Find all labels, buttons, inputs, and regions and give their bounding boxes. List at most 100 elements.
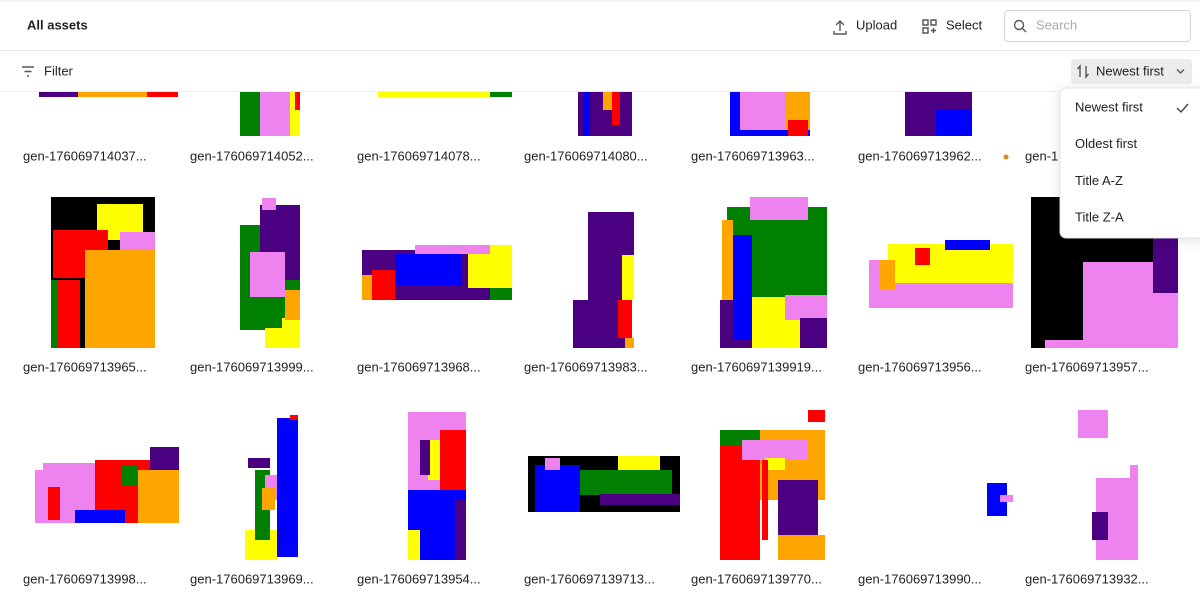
thumbnail-shape	[240, 92, 260, 136]
upload-button[interactable]: Upload	[833, 17, 897, 35]
asset-tile[interactable]	[378, 92, 512, 97]
asset-name: gen-176069714080...	[524, 148, 648, 163]
asset-tile[interactable]	[1078, 410, 1138, 560]
asset-tile[interactable]	[362, 245, 512, 300]
asset-tile[interactable]	[35, 447, 179, 523]
thumbnail-shape	[545, 458, 560, 470]
thumbnail-shape	[372, 270, 395, 300]
select-icon	[922, 19, 937, 34]
thumbnail-shape	[600, 494, 680, 505]
thumbnail-shape	[48, 487, 60, 520]
asset-tile[interactable]	[408, 412, 466, 560]
thumbnail-shape	[362, 275, 372, 300]
sort-option[interactable]: Title A-Z	[1075, 173, 1123, 188]
thumbnail-shape	[535, 465, 580, 512]
asset-tile[interactable]	[245, 415, 298, 560]
thumbnail-shape	[618, 300, 632, 338]
thumbnail-shape	[415, 245, 490, 254]
thumbnail-shape	[612, 92, 620, 125]
thumbnail-shape	[1092, 512, 1108, 540]
thumbnail-shape	[808, 410, 825, 422]
thumbnail-shape	[987, 483, 1007, 516]
thumbnail-shape	[290, 415, 298, 420]
thumbnail-shape	[880, 260, 895, 290]
asset-tile[interactable]	[51, 197, 155, 348]
thumbnail-shape	[262, 198, 276, 210]
asset-tile[interactable]	[240, 92, 300, 136]
filter-icon	[22, 66, 34, 77]
thumbnail-shape	[490, 92, 512, 97]
sort-option[interactable]: Oldest first	[1075, 136, 1138, 151]
sort-button[interactable]: Newest first	[1071, 59, 1192, 84]
sort-option[interactable]: Title Z-A	[1075, 210, 1124, 225]
thumbnail-shape	[490, 288, 512, 300]
sort-option[interactable]: Newest first	[1075, 99, 1143, 114]
thumbnail-shape	[580, 470, 672, 495]
thumbnail-shape	[378, 92, 490, 97]
sort-chevron	[1176, 69, 1185, 74]
asset-tile[interactable]	[240, 198, 300, 348]
sort-button-bg	[1071, 59, 1192, 84]
thumbnail-shape	[78, 92, 147, 97]
asset-name: gen-176069714037...	[23, 148, 147, 163]
asset-tile[interactable]	[987, 483, 1013, 516]
asset-tile[interactable]	[720, 410, 825, 560]
thumbnail-shape	[583, 92, 590, 136]
asset-tile[interactable]	[905, 92, 972, 136]
thumbnail-shape	[1078, 410, 1108, 438]
select-label: Select	[946, 17, 983, 32]
asset-name: gen-1760697139919...	[691, 359, 822, 374]
thumbnail-shape	[778, 535, 825, 560]
thumbnail-shape	[250, 252, 285, 297]
thumbnail-shape	[290, 92, 300, 136]
select-button[interactable]: Select	[922, 17, 983, 34]
thumbnail-shape	[420, 440, 430, 475]
thumbnail-shape	[440, 430, 466, 490]
upload-label: Upload	[856, 17, 897, 32]
thumbnail-shape	[720, 445, 760, 560]
search-placeholder: Search	[1036, 17, 1077, 32]
asset-name: gen-176069713962...	[858, 148, 982, 163]
asset-tile[interactable]	[869, 240, 1013, 308]
thumbnail-shape	[763, 232, 827, 282]
thumbnail-shape	[740, 92, 785, 130]
filter-label: Filter	[44, 63, 74, 78]
search-icon	[1013, 19, 1025, 31]
thumbnail-shape	[915, 248, 930, 265]
thumbnail-shape	[58, 280, 80, 348]
search-field	[1004, 10, 1191, 42]
asset-tile[interactable]	[528, 456, 680, 512]
asset-tile[interactable]	[573, 212, 634, 348]
sort-label: Newest first	[1096, 63, 1164, 78]
asset-name: gen-176069713969...	[190, 571, 314, 586]
asset-tile[interactable]	[720, 197, 827, 348]
asset-name: gen-1	[1025, 148, 1058, 163]
thumbnail-shape	[785, 295, 827, 320]
thumbnail-shape	[295, 92, 300, 110]
thumbnail-shape	[888, 244, 1013, 283]
filter-button[interactable]: Filter	[22, 63, 74, 78]
search-box[interactable]: Search	[1004, 10, 1191, 42]
asset-tile[interactable]	[578, 92, 632, 136]
thumbnail-shape	[936, 110, 972, 136]
thumbnail-shape	[945, 240, 990, 250]
thumbnail-shape	[262, 488, 275, 510]
upload-icon	[833, 20, 847, 35]
asset-name: gen-176069714078...	[357, 148, 481, 163]
thumbnail-shape	[573, 300, 625, 348]
thumbnail-shape	[750, 197, 808, 220]
thumbnail-shape	[742, 440, 808, 460]
thumbnail-shape	[800, 318, 827, 348]
asset-name: gen-176069713965...	[23, 359, 147, 374]
asset-tile[interactable]	[39, 92, 178, 97]
thumbnail-shape	[625, 338, 634, 348]
thumbnail-shape	[762, 460, 768, 540]
sort-menu-panel	[1059, 87, 1200, 239]
status-dot	[1003, 154, 1009, 160]
thumbnail-shape	[622, 255, 634, 300]
thumbnail-shape	[618, 456, 660, 470]
page-title: All assets	[27, 17, 88, 32]
asset-tile[interactable]	[730, 92, 810, 136]
asset-name: gen-176069713990...	[858, 571, 982, 586]
